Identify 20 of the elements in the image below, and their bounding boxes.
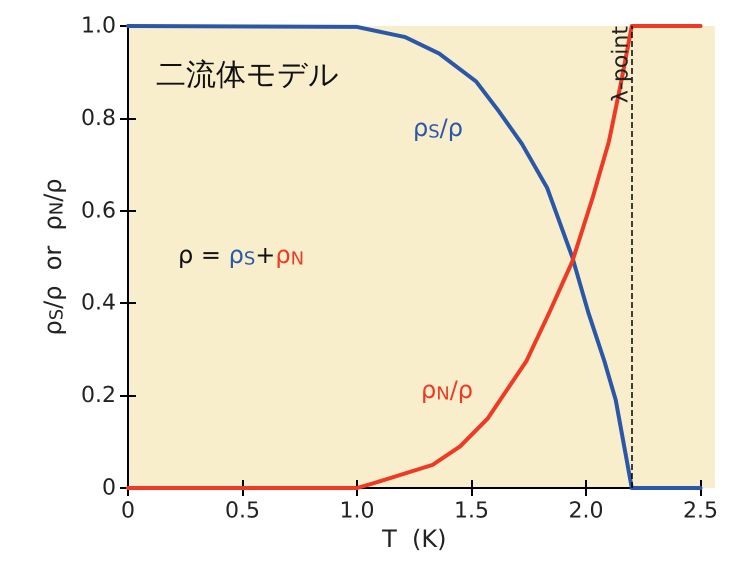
- x-tick-label: 1.5: [454, 498, 490, 524]
- y-tick-label: 0.2: [81, 383, 116, 408]
- y-tick-label: 0: [102, 476, 116, 500]
- annotation: ρ = ρS+ρN: [178, 241, 304, 270]
- x-tick-label: 1.0: [340, 498, 375, 524]
- y-tick-label: 1.0: [81, 14, 116, 38]
- x-tick-label: 2.0: [568, 498, 604, 524]
- y-tick-label: 0.4: [81, 290, 116, 316]
- series-label: ρN/ρ: [421, 376, 474, 405]
- y-tick-label: 0.8: [81, 106, 116, 131]
- x-tick-label: 0.5: [225, 498, 260, 524]
- x-tick-label: 2.5: [683, 498, 718, 524]
- ref-line-label: λ-point: [608, 26, 634, 104]
- annotation: 二流体モデル: [156, 58, 339, 92]
- x-tick-label: 0: [121, 498, 135, 524]
- y-axis-title: ρS/ρ or ρN/ρ: [38, 178, 68, 336]
- line-series: [126, 24, 703, 490]
- x-axis-title: T (K): [381, 524, 446, 553]
- y-tick-label: 0.6: [81, 198, 116, 224]
- series-label: ρS/ρ: [413, 114, 463, 143]
